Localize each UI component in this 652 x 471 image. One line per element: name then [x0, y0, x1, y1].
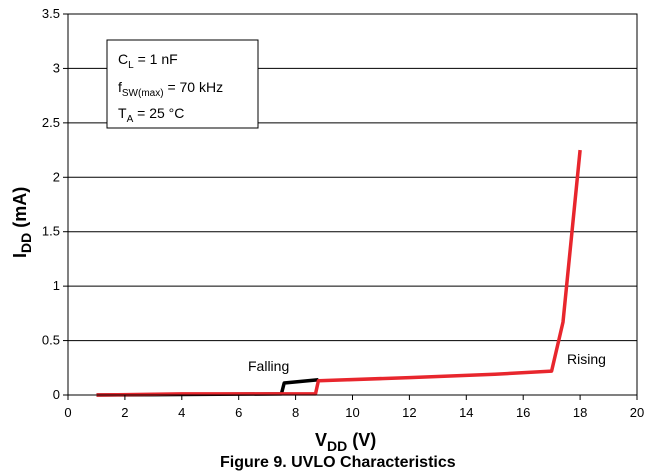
- y-tick-label: 2: [53, 169, 60, 184]
- series-layer: [96, 149, 582, 397]
- x-tick-label: 2: [121, 405, 128, 420]
- x-tick-label: 0: [64, 405, 71, 420]
- series-line-rising: [96, 149, 582, 397]
- y-tick-label: 2.5: [42, 115, 60, 130]
- x-tick-label: 12: [402, 405, 416, 420]
- y-tick-label: 3: [53, 60, 60, 75]
- condition-ambient-temp: TA = 25 °C: [118, 105, 184, 125]
- x-tick-label: 16: [516, 405, 530, 420]
- x-tick-label: 6: [235, 405, 242, 420]
- x-tick-label: 14: [459, 405, 473, 420]
- x-axis-title: VDD (V): [315, 430, 376, 454]
- figure-caption: Figure 9. UVLO Characteristics: [220, 455, 456, 471]
- falling-label: Falling: [248, 358, 289, 374]
- y-tick-label: 3.5: [42, 6, 60, 21]
- y-axis-title: IDD (mA): [10, 187, 34, 258]
- conditions-box: CL = 1 nF fSW(max) = 70 kHz TA = 25 °C: [106, 39, 259, 129]
- x-tick-label: 20: [630, 405, 644, 420]
- y-tick-label: 0.5: [42, 333, 60, 348]
- condition-load-cap: CL = 1 nF: [118, 51, 178, 71]
- x-tick-label: 10: [345, 405, 359, 420]
- x-tick-label: 8: [292, 405, 299, 420]
- x-tick-label: 18: [573, 405, 587, 420]
- rising-label: Rising: [567, 351, 606, 367]
- condition-switch-freq: fSW(max) = 70 kHz: [118, 79, 223, 99]
- y-tick-label: 1.5: [42, 224, 60, 239]
- y-tick-label: 1: [53, 278, 60, 293]
- y-ticks: 0 0.5 1 1.5 2 2.5 3 3.5: [42, 6, 68, 402]
- x-ticks: 0 2 4 6 8 10 12 14 16 18 20: [64, 395, 644, 420]
- x-tick-label: 4: [178, 405, 185, 420]
- y-tick-label: 0: [53, 387, 60, 402]
